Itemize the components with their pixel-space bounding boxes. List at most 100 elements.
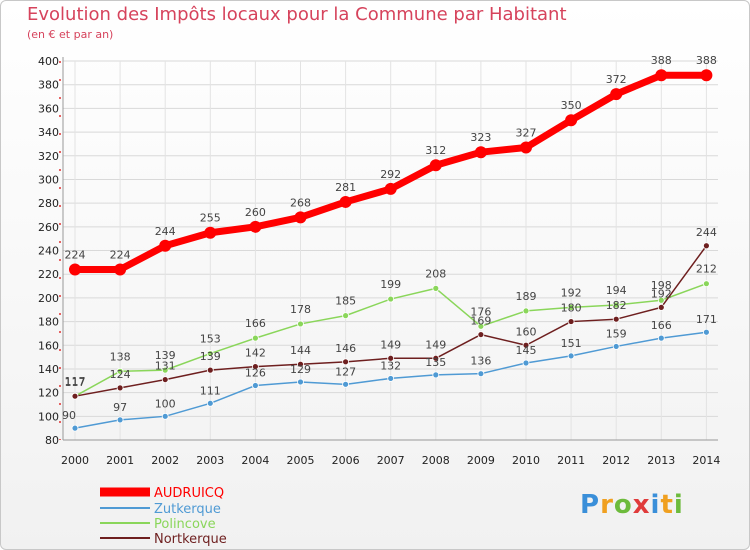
y-tick-label: 100 [38,410,59,423]
data-point [297,320,304,328]
data-label: 139 [155,349,176,362]
data-point [477,370,485,378]
data-point [700,69,713,82]
data-label: 192 [651,287,672,300]
data-point [116,384,124,392]
data-label: 146 [335,342,356,355]
data-point [71,424,79,432]
data-label: 323 [470,131,491,144]
data-point [477,322,485,330]
data-point [477,331,485,338]
data-label: 208 [425,267,446,280]
data-label: 244 [696,226,717,239]
data-label: 180 [561,302,582,315]
data-point [703,328,710,336]
data-point [612,315,620,323]
data-label: 199 [380,278,401,291]
x-tick-label: 2014 [692,454,720,467]
axes: 80 100 120 140 160 180 200 220 240 260 280 300 320 34… [38,55,720,467]
data-label: 117 [65,375,86,388]
data-point [474,146,487,159]
legend-label: Nortkerque [154,532,227,547]
data-label: 268 [290,196,311,209]
data-label: 260 [245,206,266,219]
y-tick-label: 300 [38,173,59,186]
data-point [342,380,350,388]
data-point [567,352,575,360]
data-point [520,141,532,154]
data-label: 138 [110,350,131,363]
data-point [612,343,620,350]
data-label: 189 [516,290,537,303]
data-point [432,284,440,292]
data-point [297,378,304,386]
data-label: 372 [606,73,627,86]
data-label: 169 [470,315,491,328]
data-point [114,263,127,276]
chart-title: Evolution des Impôts locaux pour la Comm… [27,4,567,25]
data-point [69,263,81,276]
data-label: 212 [696,263,717,276]
y-tick-label: 360 [38,102,59,115]
chart-subtitle: (en € et par an) [27,28,114,41]
data-label: 176 [470,305,491,318]
data-point [161,376,169,383]
data-label: 198 [651,279,672,292]
legend-label: Polincove [154,517,216,532]
data-point [204,226,217,239]
data-point [657,303,665,311]
data-point [206,399,214,407]
data-label: 145 [516,344,537,357]
data-label: 171 [696,313,717,326]
data-point [387,295,395,303]
data-point [703,280,710,288]
data-point [657,334,665,342]
data-point [342,358,350,366]
data-label: 111 [200,384,221,397]
data-label: 127 [335,365,356,378]
x-tick-label: 2003 [196,454,224,467]
y-tick-label: 200 [38,292,59,305]
x-tick-label: 2008 [422,454,450,467]
data-label: 160 [516,325,537,338]
proxiti-logo: Proxiti [580,490,684,520]
y-tick-label: 160 [38,339,59,352]
data-point [522,359,530,367]
data-point [432,354,440,362]
data-label: 327 [516,126,537,139]
data-label: 90 [62,409,76,422]
data-label: 292 [380,168,401,181]
data-point [206,366,214,374]
y-tick-label: 340 [38,126,59,139]
data-label: 117 [65,376,86,389]
data-label: 144 [290,344,311,357]
x-tick-label: 2005 [287,454,315,467]
data-label: 149 [425,338,446,351]
data-label: 178 [290,303,311,316]
data-label: 153 [200,333,221,346]
series-lines [69,69,713,432]
data-point [297,360,304,368]
legend-label: AUDRUICQ [154,486,224,501]
data-label: 124 [110,368,131,381]
y-tick-label: 240 [38,245,59,258]
y-tick-label: 140 [38,363,59,376]
data-label: 312 [425,144,446,157]
x-tick-label: 2012 [602,454,630,467]
data-point [161,412,169,420]
data-point [612,301,620,309]
y-tick-label: 80 [45,434,59,447]
data-label: 100 [155,397,176,410]
data-point [655,69,668,82]
data-label: 131 [155,360,176,373]
data-label: 132 [380,359,401,372]
data-point [251,363,259,370]
data-label: 281 [335,181,356,194]
data-label: 182 [606,299,627,312]
data-label: 166 [245,317,266,330]
data-point [294,211,307,224]
y-tick-label: 220 [38,268,59,281]
data-label: 135 [425,356,446,369]
